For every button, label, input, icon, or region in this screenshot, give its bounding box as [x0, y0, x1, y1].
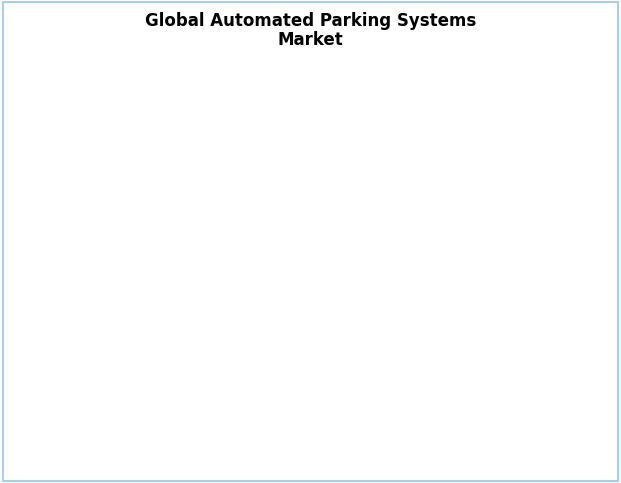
Text: CAGR 15.2%: CAGR 15.2% — [108, 94, 214, 134]
Text: DESIGNA (US): DESIGNA (US) — [330, 114, 399, 123]
Bar — [325, 346, 441, 365]
Text: Skyline Parking AG: Skyline Parking AG — [472, 89, 563, 99]
Bar — [202, 111, 258, 228]
Text: Key Players: Key Players — [423, 55, 504, 68]
Text: Unitronics (Israel): Unitronics (Israel) — [472, 195, 558, 205]
Text: Park Plus Inc. (US): Park Plus Inc. (US) — [330, 187, 419, 198]
Wedge shape — [96, 374, 155, 444]
Text: FATA Automation (US): FATA Automation (US) — [330, 163, 437, 173]
Text: 4.28: 4.28 — [214, 163, 246, 176]
Bar — [402, 392, 542, 411]
Text: Eito & Global Inc. (Japan): Eito & Global Inc. (Japan) — [472, 145, 594, 156]
Wedge shape — [96, 341, 136, 376]
Text: T2 Systems Inc. (US): T2 Systems Inc. (US) — [330, 212, 432, 222]
Bar — [450, 437, 530, 456]
Wedge shape — [147, 310, 189, 348]
X-axis label: Market Size in US$ Billion: Market Size in US$ Billion — [97, 256, 230, 265]
Text: Amano Corporation: Amano Corporation — [472, 170, 567, 180]
Bar — [325, 392, 402, 411]
Bar — [70, 185, 125, 228]
Text: Market: Market — [278, 31, 343, 49]
Bar — [325, 301, 458, 320]
Text: Dayand Parking Co., Ltd.: Dayand Parking Co., Ltd. — [472, 121, 592, 131]
Wedge shape — [147, 315, 232, 447]
Text: Parking Systems (US): Parking Systems (US) — [330, 138, 435, 148]
Bar — [325, 437, 450, 456]
Bar — [458, 301, 554, 320]
Text: Global Automated Parking Systems: Global Automated Parking Systems — [145, 12, 476, 30]
Bar — [441, 346, 508, 365]
Text: 1.58: 1.58 — [81, 200, 114, 213]
Text: CityLift (US): CityLift (US) — [330, 89, 389, 99]
Legend: North America, Europe, Asia Pacific, Middle East &
Africa, South America: North America, Europe, Asia Pacific, Mid… — [228, 336, 322, 421]
Text: Regional Analysis in 2022 (%): Regional Analysis in 2022 (%) — [78, 280, 264, 290]
Text: (Switzerland): (Switzerland) — [472, 106, 537, 116]
Wedge shape — [106, 313, 156, 361]
Title: Platform Type Segment Overview: Platform Type Segment Overview — [359, 278, 568, 288]
